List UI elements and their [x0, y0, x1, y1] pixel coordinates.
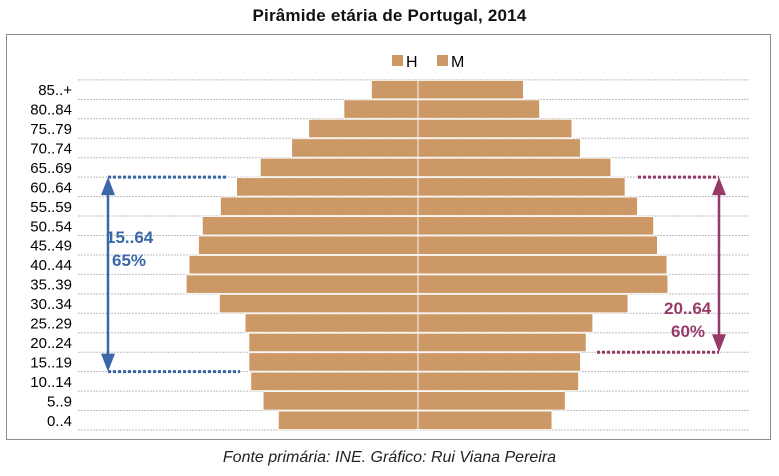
- bar-men: [188, 255, 419, 275]
- bar-women: [417, 177, 626, 197]
- legend-swatch-h: [392, 55, 403, 66]
- age-group-label: 85..+: [38, 82, 72, 99]
- legend-label-m: M: [451, 54, 464, 71]
- age-group-label: 65..69: [30, 160, 72, 177]
- bar-men: [185, 274, 419, 294]
- bar-men: [201, 216, 419, 236]
- bar-men: [244, 313, 419, 333]
- source-caption: Fonte primária: INE. Gráfico: Rui Viana …: [222, 449, 557, 466]
- bar-women: [417, 274, 669, 294]
- age-group-label: 10..14: [30, 374, 72, 391]
- bar-men: [250, 371, 419, 391]
- bar-women: [417, 371, 579, 391]
- bar-men: [262, 391, 419, 411]
- bracket-arrowhead-down: [101, 353, 115, 372]
- age-group-label: 15..19: [30, 354, 72, 371]
- bracket-label-percent: 65%: [112, 251, 146, 270]
- age-group-label: 55..59: [30, 199, 72, 216]
- age-group-label: 70..74: [30, 140, 72, 157]
- bar-men: [371, 80, 419, 100]
- bar-women: [417, 255, 668, 275]
- bar-women: [417, 99, 540, 119]
- legend-swatch-m: [437, 55, 448, 66]
- age-group-label: 40..44: [30, 257, 72, 274]
- bar-women: [417, 138, 581, 158]
- bar-men: [219, 293, 419, 314]
- bar-women: [417, 313, 594, 333]
- bar-women: [417, 235, 658, 255]
- bar-men: [291, 138, 419, 158]
- age-group-label: 0..4: [47, 413, 72, 430]
- bracket-arrowhead-down: [712, 334, 726, 353]
- bar-women: [417, 80, 524, 100]
- age-group-label: 50..54: [30, 218, 72, 235]
- age-group-label: 60..64: [30, 179, 72, 196]
- age-group-label: 45..49: [30, 238, 72, 255]
- bar-men: [248, 352, 419, 372]
- bar-men: [308, 118, 419, 139]
- bracket-arrowhead-up: [101, 177, 115, 196]
- bracket-label-percent: 60%: [671, 322, 705, 341]
- bar-women: [417, 118, 573, 139]
- bar-women: [417, 410, 553, 430]
- bar-women: [417, 216, 655, 236]
- age-group-label: 25..29: [30, 316, 72, 333]
- age-group-label: 75..79: [30, 121, 72, 138]
- bracket-label-range: 20..64: [664, 299, 712, 318]
- age-group-label: 30..34: [30, 296, 72, 313]
- bar-women: [417, 332, 587, 353]
- bar-women: [417, 293, 629, 314]
- bar-women: [417, 352, 581, 372]
- age-group-label: 80..84: [30, 102, 72, 119]
- bracket-label-range: 15..64: [106, 228, 154, 247]
- age-group-label: 5..9: [47, 393, 72, 410]
- bar-men: [259, 157, 419, 178]
- bar-men: [248, 332, 419, 353]
- legend-label-h: H: [406, 54, 418, 71]
- bar-men: [343, 99, 419, 119]
- chart-title: Pirâmide etária de Portugal, 2014: [252, 6, 527, 25]
- bar-women: [417, 157, 612, 178]
- bar-men: [198, 235, 419, 255]
- age-group-label: 35..39: [30, 277, 72, 294]
- age-group-label: 20..24: [30, 335, 72, 352]
- bar-men: [236, 177, 419, 197]
- bar-men: [219, 196, 419, 216]
- bracket-arrowhead-up: [712, 177, 726, 196]
- bar-men: [277, 410, 419, 430]
- bar-women: [417, 391, 566, 411]
- bar-women: [417, 196, 638, 216]
